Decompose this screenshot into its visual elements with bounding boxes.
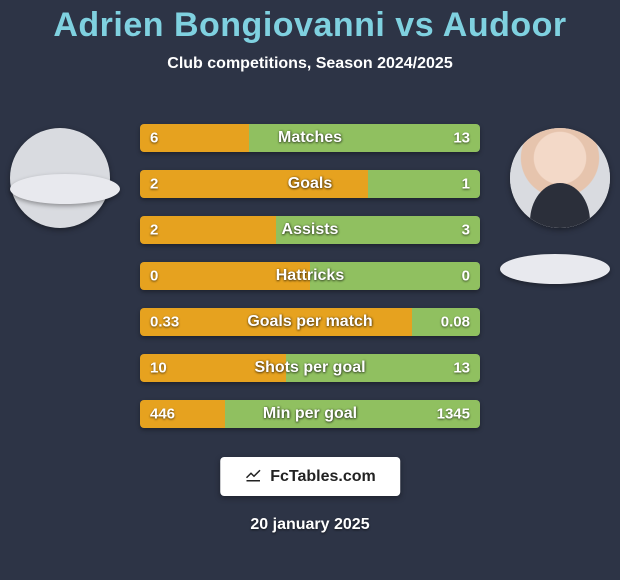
stat-row: Min per goal4461345 — [140, 400, 480, 428]
stat-bar-left — [140, 308, 412, 336]
stat-bar-right — [310, 262, 480, 290]
stats-panel: Matches613 Goals21 Assists23 Hattricks00 Goa… — [140, 124, 480, 446]
stat-bar-right — [276, 216, 480, 244]
stat-bar-track — [140, 170, 480, 198]
stat-bar-track — [140, 216, 480, 244]
card-subtitle: Club competitions, Season 2024/2025 — [0, 55, 620, 73]
footer-date: 20 january 2025 — [0, 516, 620, 534]
stat-row: Goals21 — [140, 170, 480, 198]
stat-row: Goals per match0.330.08 — [140, 308, 480, 336]
stat-bar-left — [140, 216, 276, 244]
stat-bar-track — [140, 262, 480, 290]
stat-bar-track — [140, 124, 480, 152]
stat-bar-right — [286, 354, 480, 382]
stat-bar-right — [412, 308, 480, 336]
stat-bar-right — [249, 124, 480, 152]
stat-bar-track — [140, 308, 480, 336]
stat-row: Shots per goal1013 — [140, 354, 480, 382]
stat-bar-right — [368, 170, 480, 198]
stat-bar-left — [140, 400, 225, 428]
stat-row: Hattricks00 — [140, 262, 480, 290]
attribution-text: FcTables.com — [270, 468, 376, 486]
chart-icon — [244, 465, 262, 488]
card-title: Adrien Bongiovanni vs Audoor — [0, 0, 620, 45]
player-right-team-chip — [500, 254, 610, 284]
stat-bar-left — [140, 262, 310, 290]
stat-bar-right — [225, 400, 480, 428]
stat-bar-left — [140, 124, 249, 152]
player-right-avatar — [510, 128, 610, 228]
stat-row: Matches613 — [140, 124, 480, 152]
comparison-card: Adrien Bongiovanni vs Audoor Club compet… — [0, 0, 620, 580]
attribution-badge: FcTables.com — [220, 457, 400, 496]
stat-row: Assists23 — [140, 216, 480, 244]
player-right-face — [510, 128, 610, 228]
stat-bar-track — [140, 354, 480, 382]
stat-bar-left — [140, 354, 286, 382]
stat-bar-track — [140, 400, 480, 428]
player-left-team-chip — [10, 174, 120, 204]
stat-bar-left — [140, 170, 368, 198]
